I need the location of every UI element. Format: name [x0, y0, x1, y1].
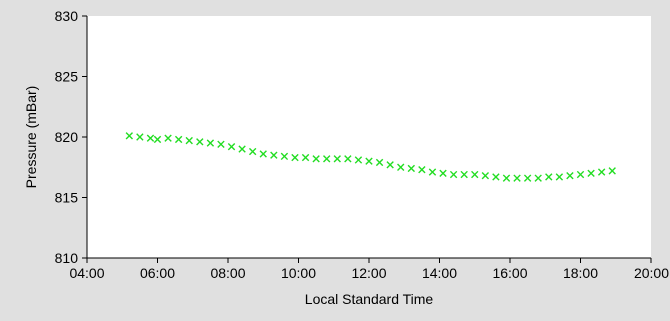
data-point	[502, 174, 511, 182]
data-point	[291, 153, 299, 162]
x-axis-label: Local Standard Time	[305, 291, 434, 307]
data-point	[174, 135, 183, 144]
data-point	[196, 138, 204, 146]
data-point	[449, 170, 458, 179]
data-point	[227, 142, 236, 151]
data-point	[566, 172, 574, 180]
data-point	[238, 145, 246, 153]
data-point	[534, 174, 542, 182]
data-point	[185, 136, 193, 145]
x-tick-label: 12:00	[351, 265, 386, 281]
data-point	[248, 147, 257, 156]
data-point	[513, 174, 521, 182]
data-point	[301, 153, 310, 162]
y-tick-label: 830	[55, 8, 79, 24]
x-axis-ticks: 04:00 06:00 08:00 10:00 12:00 14:00 16:00 18:00…	[69, 258, 669, 281]
data-point	[375, 158, 384, 167]
x-tick-label: 16:00	[492, 265, 527, 281]
data-point	[125, 132, 133, 140]
data-point	[136, 133, 144, 141]
y-axis-ticks: 810 815 820 825 830	[55, 8, 87, 266]
data-point	[365, 157, 373, 165]
data-point	[576, 170, 585, 179]
data-point	[217, 140, 225, 148]
x-tick-label: 20:00	[634, 265, 669, 281]
x-tick-label: 08:00	[210, 265, 245, 281]
data-point	[386, 161, 394, 169]
data-point	[407, 164, 415, 173]
data-point	[597, 168, 606, 176]
data-markers	[125, 132, 616, 182]
x-tick-label: 04:00	[69, 265, 104, 281]
data-point	[344, 155, 352, 163]
data-point	[146, 134, 155, 142]
plot-area	[87, 16, 651, 258]
data-point	[280, 152, 289, 161]
data-point	[206, 139, 215, 147]
data-point	[354, 156, 363, 164]
data-point	[428, 168, 437, 176]
x-tick-label: 18:00	[563, 265, 598, 281]
x-tick-label: 10:00	[281, 265, 316, 281]
data-point	[523, 174, 532, 182]
data-point	[270, 151, 278, 159]
data-point	[418, 165, 426, 174]
data-point	[397, 163, 405, 171]
data-point	[153, 135, 162, 144]
x-tick-label: 14:00	[422, 265, 457, 281]
y-tick-label: 825	[55, 69, 79, 85]
data-point	[164, 134, 172, 142]
data-point	[323, 155, 331, 163]
data-point	[545, 173, 553, 181]
data-point	[460, 170, 468, 179]
data-point	[492, 173, 500, 181]
y-tick-label: 810	[55, 250, 79, 266]
y-axis-label: Pressure (mBar)	[23, 86, 39, 189]
data-point	[259, 150, 267, 158]
data-point	[481, 172, 490, 180]
x-tick-label: 06:00	[140, 265, 175, 281]
data-point	[608, 167, 616, 175]
data-point	[312, 155, 320, 163]
y-tick-label: 820	[55, 129, 79, 145]
data-point	[333, 155, 341, 163]
data-point	[439, 169, 447, 177]
data-point	[587, 169, 595, 177]
data-point	[471, 170, 479, 179]
y-tick-label: 815	[55, 190, 79, 206]
data-point	[555, 173, 564, 181]
